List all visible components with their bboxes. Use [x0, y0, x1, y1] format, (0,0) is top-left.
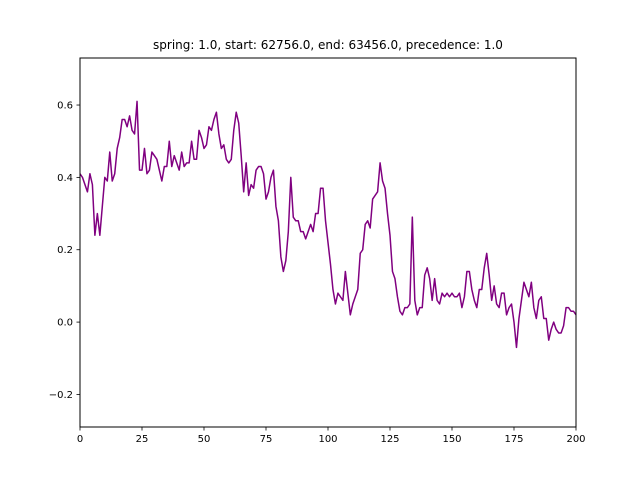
x-tick-label: 50: [198, 434, 211, 445]
x-tick-label: 100: [318, 434, 337, 445]
x-tick-label: 25: [136, 434, 149, 445]
plot-frame: [79, 57, 577, 428]
x-tick-label: 150: [442, 434, 461, 445]
chart-title: spring: 1.0, start: 62756.0, end: 63456.…: [153, 38, 503, 52]
x-tick-label: 125: [380, 434, 399, 445]
x-tick-label: 175: [504, 434, 523, 445]
y-tick-label: 0.0: [57, 318, 73, 329]
y-tick-label: 0.2: [57, 245, 73, 256]
x-axis: 0 25 50 75 100 125 150 175 200: [77, 427, 586, 445]
y-tick-label: −0.2: [49, 390, 73, 401]
x-tick-label: 0: [77, 434, 83, 445]
series-layer: [79, 100, 577, 349]
x-tick-label: 200: [566, 434, 585, 445]
x-tick-label: 75: [260, 434, 273, 445]
series-line-0: [79, 100, 577, 349]
y-axis: −0.2 0.0 0.2 0.4 0.6: [49, 101, 80, 401]
y-tick-label: 0.6: [57, 101, 73, 112]
y-tick-label: 0.4: [57, 173, 73, 184]
